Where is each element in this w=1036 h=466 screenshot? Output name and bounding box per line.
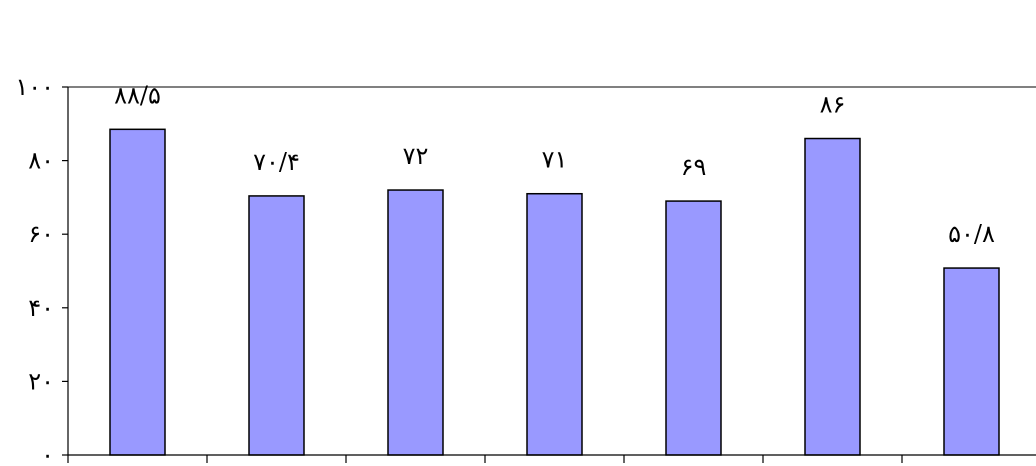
y-tick-label: ۰	[41, 441, 54, 466]
bar	[943, 267, 1000, 456]
y-tick-label: ۸۰	[28, 147, 54, 175]
data-label: ۸۸/۵	[114, 81, 161, 109]
data-label: ۷۲	[403, 142, 429, 170]
bar	[387, 189, 444, 456]
data-label: ۵۰/۸	[948, 220, 995, 248]
bar	[248, 195, 305, 456]
y-tick-label: ۴۰	[28, 294, 54, 322]
bar	[804, 137, 861, 456]
y-tick-label: ۲۰	[28, 367, 54, 395]
bar	[665, 200, 722, 456]
y-tick-label: ۶۰	[28, 220, 54, 248]
labels-layer: ۰ ۲۰ ۴۰ ۶۰ ۸۰ ۱۰۰ ۸۸/۵ ۷۰/۴ ۷۲ ۷۱ ۶۹ ۸۶ ۵۰/۸	[15, 73, 995, 466]
data-label: ۸۶	[820, 91, 846, 119]
bars-layer	[109, 128, 1000, 456]
axes-layer	[62, 86, 1036, 463]
data-label: ۷۰/۴	[253, 148, 300, 176]
data-label: ۶۹	[681, 153, 707, 181]
data-label: ۷۱	[542, 146, 568, 174]
bar	[526, 192, 583, 456]
bar	[109, 128, 166, 456]
y-tick-label: ۱۰۰	[15, 73, 54, 101]
